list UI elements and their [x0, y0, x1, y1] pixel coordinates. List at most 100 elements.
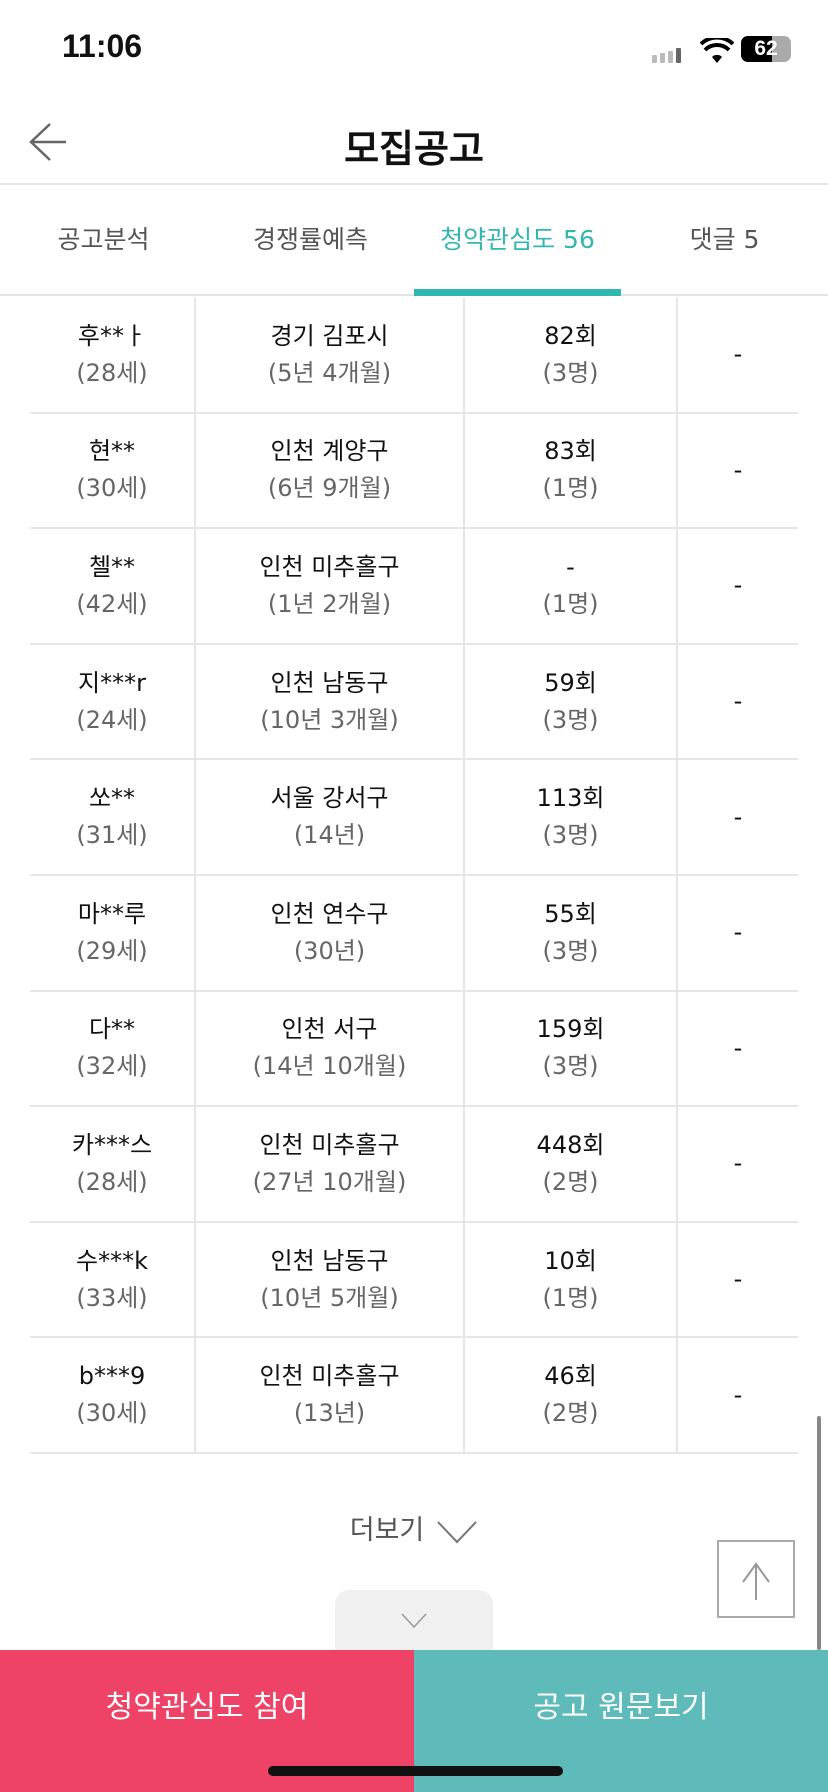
- chevron-down-icon: [401, 1613, 427, 1629]
- extra-cell: -: [678, 645, 798, 759]
- extra-cell: -: [678, 760, 798, 874]
- more-button[interactable]: 더보기: [0, 1508, 828, 1547]
- period-text: (5년 4개월): [267, 358, 392, 387]
- count-cell: 46회 (2명): [465, 1338, 678, 1452]
- region-text: 서울 강서구: [270, 784, 389, 813]
- user-cell: 후**ㅏ (28세): [30, 298, 196, 412]
- period-text: (10년 5개월): [260, 1283, 399, 1312]
- extra-cell: -: [678, 529, 798, 643]
- region-text: 인천 서구: [281, 1015, 378, 1044]
- region-text: 인천 미추홀구: [259, 552, 400, 581]
- region-cell: 서울 강서구 (14년): [196, 760, 465, 874]
- family-text: (1명): [542, 1283, 599, 1312]
- name-text: 후**ㅏ: [77, 321, 147, 350]
- region-cell: 인천 연수구 (30년): [196, 875, 465, 990]
- extra-cell: -: [678, 992, 798, 1106]
- region-cell: 인천 미추홀구 (13년): [196, 1338, 465, 1452]
- header: 모집공고: [0, 100, 828, 185]
- age-text: (33세): [76, 1283, 148, 1312]
- count-text: 55회: [544, 899, 597, 928]
- expand-handle[interactable]: [335, 1590, 493, 1660]
- tab-comments[interactable]: 댓글 5: [689, 225, 760, 254]
- scrollbar[interactable]: [817, 1416, 821, 1650]
- region-cell: 인천 남동구 (10년 3개월): [196, 644, 465, 759]
- count-text: 46회: [544, 1362, 597, 1391]
- family-text: (3명): [542, 821, 599, 850]
- scroll-to-top-button[interactable]: [717, 1540, 795, 1618]
- extra-text: -: [733, 340, 743, 369]
- back-arrow-icon[interactable]: [28, 120, 68, 164]
- name-text: 카***스: [71, 1130, 153, 1159]
- count-cell: 113회 (3명): [465, 760, 678, 874]
- tab-announcement-analysis[interactable]: 공고분석: [57, 225, 150, 254]
- count-cell: 55회 (3명): [465, 875, 678, 990]
- family-text: (3명): [542, 358, 599, 387]
- user-cell: 마**루 (29세): [30, 875, 196, 990]
- extra-text: -: [733, 571, 743, 600]
- arrow-up-icon: [742, 1562, 770, 1600]
- count-cell: 10회 (1명): [465, 1222, 678, 1337]
- count-text: 159회: [536, 1015, 605, 1044]
- user-cell: b***9 (30세): [30, 1338, 196, 1452]
- region-text: 인천 미추홀구: [259, 1362, 400, 1391]
- count-cell: 83회 (1명): [465, 413, 678, 528]
- extra-text: -: [733, 802, 743, 831]
- extra-cell: -: [678, 1107, 798, 1221]
- age-text: (28세): [76, 358, 148, 387]
- interest-table: 후**ㅏ (28세) 경기 김포시 (5년 4개월) 82회 (3명) - 현** (30세) 인…: [30, 298, 798, 1454]
- period-text: (14년): [293, 821, 366, 850]
- region-cell: 인천 미추홀구 (27년 10개월): [196, 1107, 465, 1221]
- tab-bar: 공고분석 경쟁률예측 청약관심도 56 댓글 5: [0, 186, 828, 296]
- user-cell: 다** (32세): [30, 991, 196, 1106]
- page-title: 모집공고: [344, 127, 484, 171]
- region-cell: 인천 서구 (14년 10개월): [196, 991, 465, 1106]
- region-cell: 경기 김포시 (5년 4개월): [196, 298, 465, 412]
- status-time: 11:06: [62, 28, 143, 64]
- table-row: 현** (30세) 인천 계양구 (6년 9개월) 83회 (1명) -: [30, 413, 798, 530]
- period-text: (1년 2개월): [267, 589, 392, 618]
- home-indicator: [268, 1766, 563, 1776]
- extra-cell: -: [678, 414, 798, 528]
- period-text: (14년 10개월): [252, 1052, 407, 1081]
- age-text: (32세): [76, 1052, 148, 1081]
- table-row: 다** (32세) 인천 서구 (14년 10개월) 159회 (3명) -: [30, 991, 798, 1108]
- count-text: 10회: [544, 1246, 597, 1275]
- count-text: 83회: [544, 437, 597, 466]
- family-text: (3명): [542, 1052, 599, 1081]
- extra-text: -: [733, 1149, 743, 1178]
- age-text: (29세): [76, 936, 148, 965]
- table-row: 쏘** (31세) 서울 강서구 (14년) 113회 (3명) -: [30, 760, 798, 876]
- user-cell: 수***k (33세): [30, 1222, 196, 1337]
- name-text: 지***r: [78, 668, 146, 697]
- age-text: (30세): [76, 474, 148, 503]
- region-text: 경기 김포시: [270, 321, 389, 350]
- period-text: (30년): [293, 936, 366, 965]
- age-text: (42세): [76, 589, 148, 618]
- cellular-signal-icon: [652, 48, 681, 63]
- period-text: (13년): [293, 1399, 366, 1428]
- user-cell: 현** (30세): [30, 413, 196, 528]
- count-text: 448회: [536, 1130, 605, 1159]
- extra-text: -: [733, 455, 743, 484]
- age-text: (28세): [76, 1167, 148, 1196]
- family-text: (2명): [542, 1167, 599, 1196]
- count-cell: - (1명): [465, 529, 678, 643]
- count-text: -: [566, 552, 575, 581]
- extra-text: -: [733, 1265, 743, 1294]
- table-row: b***9 (30세) 인천 미추홀구 (13년) 46회 (2명) -: [30, 1338, 798, 1454]
- family-text: (3명): [542, 936, 599, 965]
- count-text: 113회: [536, 784, 605, 813]
- table-row: 후**ㅏ (28세) 경기 김포시 (5년 4개월) 82회 (3명) -: [30, 298, 798, 414]
- age-text: (30세): [76, 1399, 148, 1428]
- table-row: 지***r (24세) 인천 남동구 (10년 3개월) 59회 (3명) -: [30, 644, 798, 761]
- period-text: (6년 9개월): [267, 474, 392, 503]
- count-cell: 59회 (3명): [465, 644, 678, 759]
- extra-text: -: [733, 1380, 743, 1409]
- tab-competition-forecast[interactable]: 경쟁률예측: [252, 225, 368, 254]
- tab-subscription-interest[interactable]: 청약관심도 56: [414, 186, 621, 296]
- name-text: 다**: [88, 1015, 136, 1044]
- more-label: 더보기: [349, 1515, 425, 1546]
- battery-icon: 62: [741, 36, 791, 62]
- extra-cell: -: [678, 1223, 798, 1337]
- region-text: 인천 계양구: [270, 437, 389, 466]
